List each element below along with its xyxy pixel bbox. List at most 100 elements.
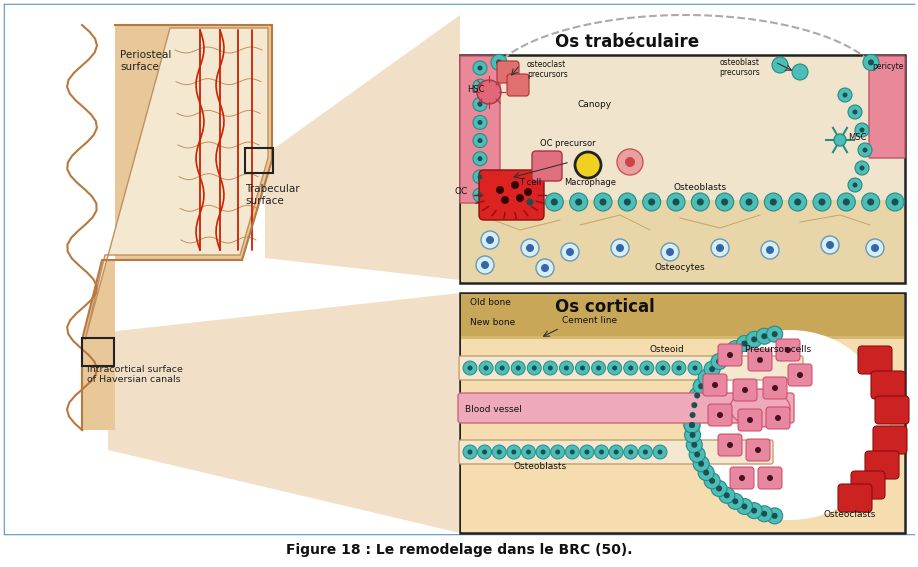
Circle shape (580, 366, 585, 370)
FancyBboxPatch shape (766, 407, 790, 429)
Circle shape (576, 198, 582, 205)
FancyBboxPatch shape (459, 440, 773, 464)
Circle shape (733, 498, 738, 504)
Bar (460, 55, 905, 283)
Circle shape (723, 352, 730, 358)
Circle shape (855, 123, 869, 137)
Text: Intracortical surface
of Haversian canals: Intracortical surface of Haversian canal… (87, 365, 183, 384)
FancyBboxPatch shape (869, 56, 905, 158)
Circle shape (693, 378, 709, 394)
Circle shape (473, 98, 487, 111)
Circle shape (761, 333, 767, 339)
FancyBboxPatch shape (461, 294, 904, 532)
Circle shape (868, 60, 874, 65)
Text: HSC: HSC (467, 86, 485, 95)
Circle shape (623, 445, 638, 459)
Circle shape (689, 446, 705, 463)
Circle shape (585, 450, 589, 455)
Circle shape (858, 143, 872, 157)
FancyBboxPatch shape (479, 170, 544, 220)
Circle shape (868, 198, 874, 205)
Circle shape (481, 261, 489, 269)
Circle shape (694, 451, 700, 458)
FancyBboxPatch shape (758, 467, 782, 489)
Circle shape (757, 357, 763, 363)
Circle shape (863, 54, 879, 70)
FancyBboxPatch shape (851, 471, 885, 499)
Circle shape (570, 450, 575, 455)
Circle shape (785, 347, 791, 353)
Circle shape (704, 361, 720, 377)
Ellipse shape (690, 330, 890, 520)
Circle shape (813, 193, 831, 211)
Circle shape (692, 366, 698, 370)
Circle shape (492, 445, 506, 459)
Circle shape (491, 54, 507, 70)
FancyBboxPatch shape (703, 374, 727, 396)
Circle shape (853, 183, 857, 188)
Circle shape (477, 193, 483, 197)
Circle shape (524, 188, 532, 196)
Text: Osteoblasts: Osteoblasts (513, 462, 566, 471)
Circle shape (511, 181, 519, 189)
FancyBboxPatch shape (460, 56, 500, 203)
Circle shape (709, 366, 715, 372)
Circle shape (745, 198, 753, 205)
Circle shape (640, 361, 654, 375)
Circle shape (667, 193, 685, 211)
Circle shape (891, 198, 899, 205)
Circle shape (685, 427, 700, 443)
Circle shape (736, 336, 753, 352)
FancyBboxPatch shape (708, 404, 732, 426)
Bar (82, 338, 114, 366)
Circle shape (704, 473, 720, 489)
Circle shape (672, 361, 686, 375)
Circle shape (698, 383, 704, 389)
FancyBboxPatch shape (497, 61, 519, 83)
Circle shape (871, 244, 879, 252)
Circle shape (834, 134, 846, 146)
FancyBboxPatch shape (838, 484, 872, 512)
Circle shape (761, 241, 779, 259)
Circle shape (727, 352, 733, 358)
Circle shape (855, 161, 869, 175)
Circle shape (599, 450, 604, 455)
Circle shape (467, 366, 473, 370)
Circle shape (819, 198, 825, 205)
Circle shape (746, 331, 762, 348)
Circle shape (486, 236, 494, 244)
Circle shape (719, 346, 734, 363)
Circle shape (643, 193, 661, 211)
Circle shape (476, 256, 494, 274)
Circle shape (755, 447, 761, 453)
Circle shape (691, 193, 710, 211)
Circle shape (717, 412, 723, 418)
FancyBboxPatch shape (873, 426, 907, 454)
Circle shape (527, 198, 533, 205)
Circle shape (689, 432, 696, 438)
Circle shape (477, 102, 483, 107)
Circle shape (596, 366, 601, 370)
Circle shape (703, 469, 709, 476)
Circle shape (591, 361, 606, 375)
Circle shape (689, 387, 705, 404)
Circle shape (463, 361, 477, 375)
Circle shape (559, 361, 574, 375)
Circle shape (723, 492, 730, 498)
Circle shape (616, 244, 624, 252)
FancyBboxPatch shape (733, 379, 757, 401)
Circle shape (648, 198, 655, 205)
Text: Cement line: Cement line (562, 316, 617, 325)
Circle shape (516, 194, 524, 202)
FancyBboxPatch shape (871, 371, 905, 399)
Circle shape (511, 361, 525, 375)
Circle shape (740, 193, 758, 211)
Circle shape (711, 239, 729, 257)
FancyBboxPatch shape (458, 393, 794, 423)
Circle shape (677, 366, 681, 370)
Circle shape (543, 361, 557, 375)
Circle shape (751, 336, 757, 342)
Circle shape (473, 170, 487, 184)
Bar (461, 294, 904, 339)
Circle shape (643, 450, 648, 455)
